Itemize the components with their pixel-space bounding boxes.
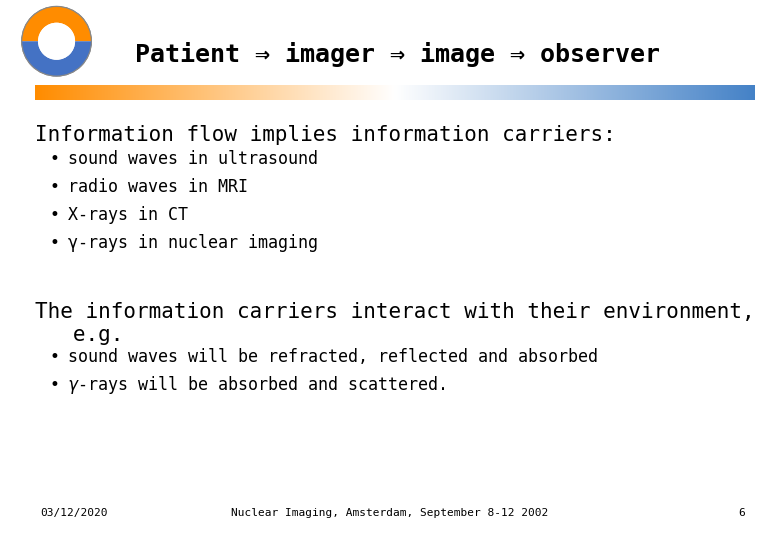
Text: •: • [50, 348, 60, 366]
Text: •: • [50, 234, 60, 252]
Text: Nuclear Imaging, Amsterdam, September 8-12 2002: Nuclear Imaging, Amsterdam, September 8-… [232, 508, 548, 518]
Text: sound waves will be refracted, reflected and absorbed: sound waves will be refracted, reflected… [68, 348, 598, 366]
Circle shape [38, 23, 75, 60]
Text: X-rays in CT: X-rays in CT [68, 206, 188, 224]
Text: Information flow implies information carriers:: Information flow implies information car… [35, 125, 615, 145]
Text: 6: 6 [738, 508, 745, 518]
Text: γ-rays in nuclear imaging: γ-rays in nuclear imaging [68, 234, 318, 252]
Circle shape [22, 6, 91, 76]
Text: •: • [50, 376, 60, 394]
Text: Patient ⇒ imager ⇒ image ⇒ observer: Patient ⇒ imager ⇒ image ⇒ observer [135, 42, 660, 67]
Text: radio waves in MRI: radio waves in MRI [68, 178, 248, 196]
Text: The information carriers interact with their environment,: The information carriers interact with t… [35, 302, 754, 322]
Text: -rays will be absorbed and scattered.: -rays will be absorbed and scattered. [78, 376, 448, 394]
Text: γ: γ [68, 376, 78, 394]
Text: •: • [50, 178, 60, 196]
Text: e.g.: e.g. [35, 325, 123, 345]
Wedge shape [22, 6, 91, 41]
Text: •: • [50, 150, 60, 168]
Text: sound waves in ultrasound: sound waves in ultrasound [68, 150, 318, 168]
Wedge shape [22, 41, 91, 76]
Text: •: • [50, 206, 60, 224]
Text: 03/12/2020: 03/12/2020 [40, 508, 108, 518]
